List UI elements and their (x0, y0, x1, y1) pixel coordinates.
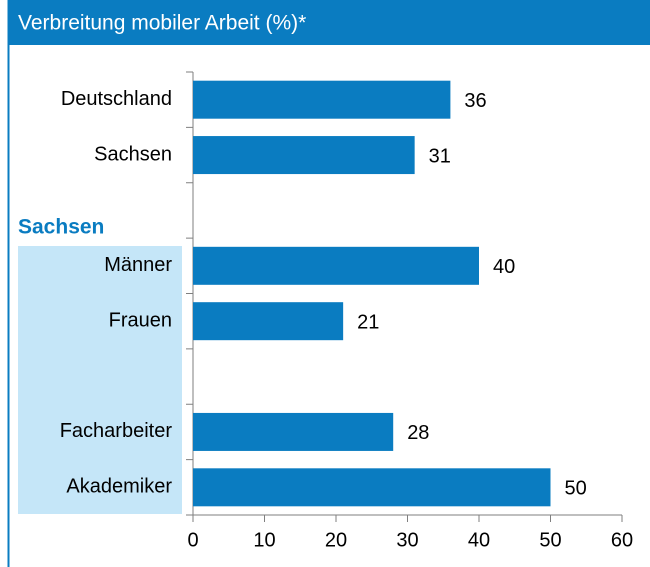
y-tick-label: Sachsen (94, 143, 172, 165)
x-tick-label: 50 (539, 529, 561, 551)
y-tick-label: Akademiker (66, 476, 172, 498)
bar (193, 468, 551, 507)
x-tick-label: 0 (187, 529, 198, 551)
y-tick-label: Frauen (109, 309, 172, 331)
y-tick-label: Männer (104, 254, 172, 276)
x-tick-label: 20 (325, 529, 347, 551)
y-tick-label: Deutschland (61, 88, 172, 110)
value-label: 50 (565, 478, 587, 500)
group-label: Sachsen (18, 216, 104, 239)
value-label: 28 (407, 422, 429, 444)
value-label: 40 (493, 256, 515, 278)
bar (193, 80, 451, 119)
x-tick-label: 40 (468, 529, 490, 551)
x-tick-label: 30 (396, 529, 418, 551)
title-bar (8, 0, 650, 45)
value-label: 31 (429, 145, 451, 167)
x-tick-label: 10 (253, 529, 275, 551)
bar (193, 246, 479, 285)
bar (193, 412, 394, 451)
group-box (18, 246, 182, 514)
y-tick-label: Facharbeiter (60, 420, 173, 442)
x-tick-label: 60 (611, 529, 633, 551)
value-label: 21 (357, 311, 379, 333)
value-label: 36 (464, 90, 486, 112)
bar (193, 302, 344, 341)
bar (193, 136, 415, 175)
chart-title: Verbreitung mobiler Arbeit (%)* (18, 12, 306, 35)
